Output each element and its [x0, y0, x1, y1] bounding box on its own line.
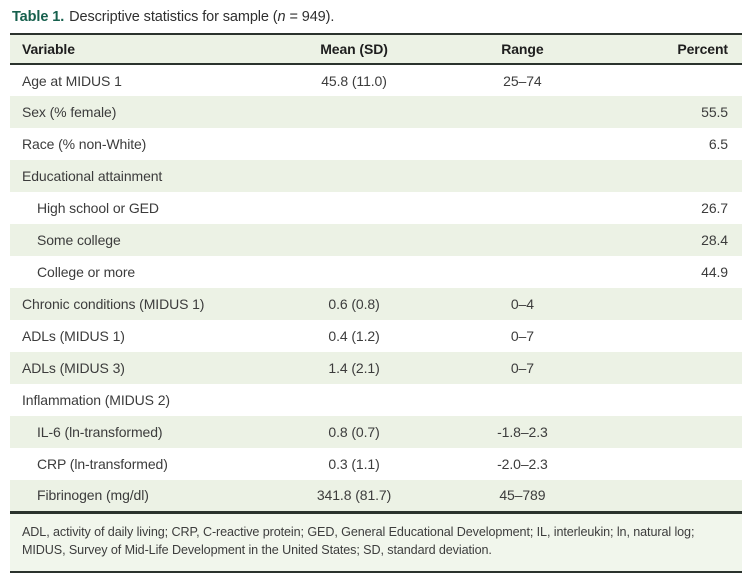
mean-sd-cell — [274, 256, 435, 288]
variable-cell: Inflammation (MIDUS 2) — [10, 384, 274, 416]
percent-cell — [610, 160, 742, 192]
variable-cell: IL-6 (ln-transformed) — [10, 416, 274, 448]
range-cell — [435, 128, 611, 160]
table-row: Some college 28.4 — [10, 224, 742, 256]
percent-cell — [610, 448, 742, 480]
mean-sd-cell: 0.4 (1.2) — [274, 320, 435, 352]
range-cell — [435, 96, 611, 128]
table-caption-text: Descriptive statistics for sample ( — [69, 9, 277, 25]
header-row: Variable Mean (SD) Range Percent — [10, 34, 742, 64]
percent-cell: 26.7 — [610, 192, 742, 224]
variable-cell: Sex (% female) — [10, 96, 274, 128]
table-row: CRP (ln-transformed) 0.3 (1.1) -2.0–2.3 — [10, 448, 742, 480]
mean-sd-cell — [274, 192, 435, 224]
percent-cell: 55.5 — [610, 96, 742, 128]
range-cell — [435, 256, 611, 288]
table-row: Age at MIDUS 1 45.8 (11.0) 25–74 — [10, 64, 742, 96]
range-cell: -1.8–2.3 — [435, 416, 611, 448]
table-body: Age at MIDUS 1 45.8 (11.0) 25–74 Sex (% … — [10, 64, 742, 512]
header-mean-sd: Mean (SD) — [274, 34, 435, 64]
table-caption: Table 1. Descriptive statistics for sampl… — [10, 6, 742, 33]
table-footnote: ADL, activity of daily living; CRP, C-re… — [10, 514, 742, 573]
table-row: Chronic conditions (MIDUS 1) 0.6 (0.8) 0… — [10, 288, 742, 320]
table-row: ADLs (MIDUS 3) 1.4 (2.1) 0–7 — [10, 352, 742, 384]
mean-sd-cell — [274, 128, 435, 160]
percent-cell — [610, 352, 742, 384]
mean-sd-cell — [274, 224, 435, 256]
table-row: Fibrinogen (mg/dl) 341.8 (81.7) 45–789 — [10, 480, 742, 512]
mean-sd-cell: 0.3 (1.1) — [274, 448, 435, 480]
percent-cell: 44.9 — [610, 256, 742, 288]
range-cell: 45–789 — [435, 480, 611, 512]
range-cell — [435, 384, 611, 416]
mean-sd-cell — [274, 160, 435, 192]
variable-cell: High school or GED — [10, 192, 274, 224]
table-row: College or more 44.9 — [10, 256, 742, 288]
mean-sd-cell: 1.4 (2.1) — [274, 352, 435, 384]
variable-cell: Age at MIDUS 1 — [10, 64, 274, 96]
mean-sd-cell: 0.8 (0.7) — [274, 416, 435, 448]
percent-cell — [610, 64, 742, 96]
range-cell: 0–4 — [435, 288, 611, 320]
percent-cell: 28.4 — [610, 224, 742, 256]
variable-cell: Race (% non-White) — [10, 128, 274, 160]
descriptive-statistics-table: Variable Mean (SD) Range Percent Age at … — [10, 33, 742, 514]
variable-cell: ADLs (MIDUS 1) — [10, 320, 274, 352]
range-cell: 0–7 — [435, 320, 611, 352]
mean-sd-cell: 0.6 (0.8) — [274, 288, 435, 320]
range-cell — [435, 192, 611, 224]
percent-cell — [610, 480, 742, 512]
percent-cell — [610, 384, 742, 416]
range-cell: 25–74 — [435, 64, 611, 96]
variable-cell: CRP (ln-transformed) — [10, 448, 274, 480]
mean-sd-cell — [274, 96, 435, 128]
header-percent: Percent — [610, 34, 742, 64]
table-row: ADLs (MIDUS 1) 0.4 (1.2) 0–7 — [10, 320, 742, 352]
header-variable: Variable — [10, 34, 274, 64]
variable-cell: Chronic conditions (MIDUS 1) — [10, 288, 274, 320]
table-row: IL-6 (ln-transformed) 0.8 (0.7) -1.8–2.3 — [10, 416, 742, 448]
percent-cell: 6.5 — [610, 128, 742, 160]
header-range: Range — [435, 34, 611, 64]
table-row: Educational attainment — [10, 160, 742, 192]
caption-n-symbol: n — [278, 9, 286, 25]
mean-sd-cell: 341.8 (81.7) — [274, 480, 435, 512]
table-caption-label: Table 1. — [12, 9, 64, 25]
mean-sd-cell — [274, 384, 435, 416]
percent-cell — [610, 416, 742, 448]
table-row: Sex (% female) 55.5 — [10, 96, 742, 128]
variable-cell: ADLs (MIDUS 3) — [10, 352, 274, 384]
variable-cell: College or more — [10, 256, 274, 288]
percent-cell — [610, 320, 742, 352]
variable-cell: Some college — [10, 224, 274, 256]
range-cell: 0–7 — [435, 352, 611, 384]
table-caption-text-end: = 949). — [286, 9, 335, 25]
table-row: Race (% non-White) 6.5 — [10, 128, 742, 160]
range-cell: -2.0–2.3 — [435, 448, 611, 480]
table-row: Inflammation (MIDUS 2) — [10, 384, 742, 416]
mean-sd-cell: 45.8 (11.0) — [274, 64, 435, 96]
table-header: Variable Mean (SD) Range Percent — [10, 34, 742, 64]
variable-cell: Fibrinogen (mg/dl) — [10, 480, 274, 512]
range-cell — [435, 160, 611, 192]
percent-cell — [610, 288, 742, 320]
range-cell — [435, 224, 611, 256]
variable-cell: Educational attainment — [10, 160, 274, 192]
table-row: High school or GED 26.7 — [10, 192, 742, 224]
